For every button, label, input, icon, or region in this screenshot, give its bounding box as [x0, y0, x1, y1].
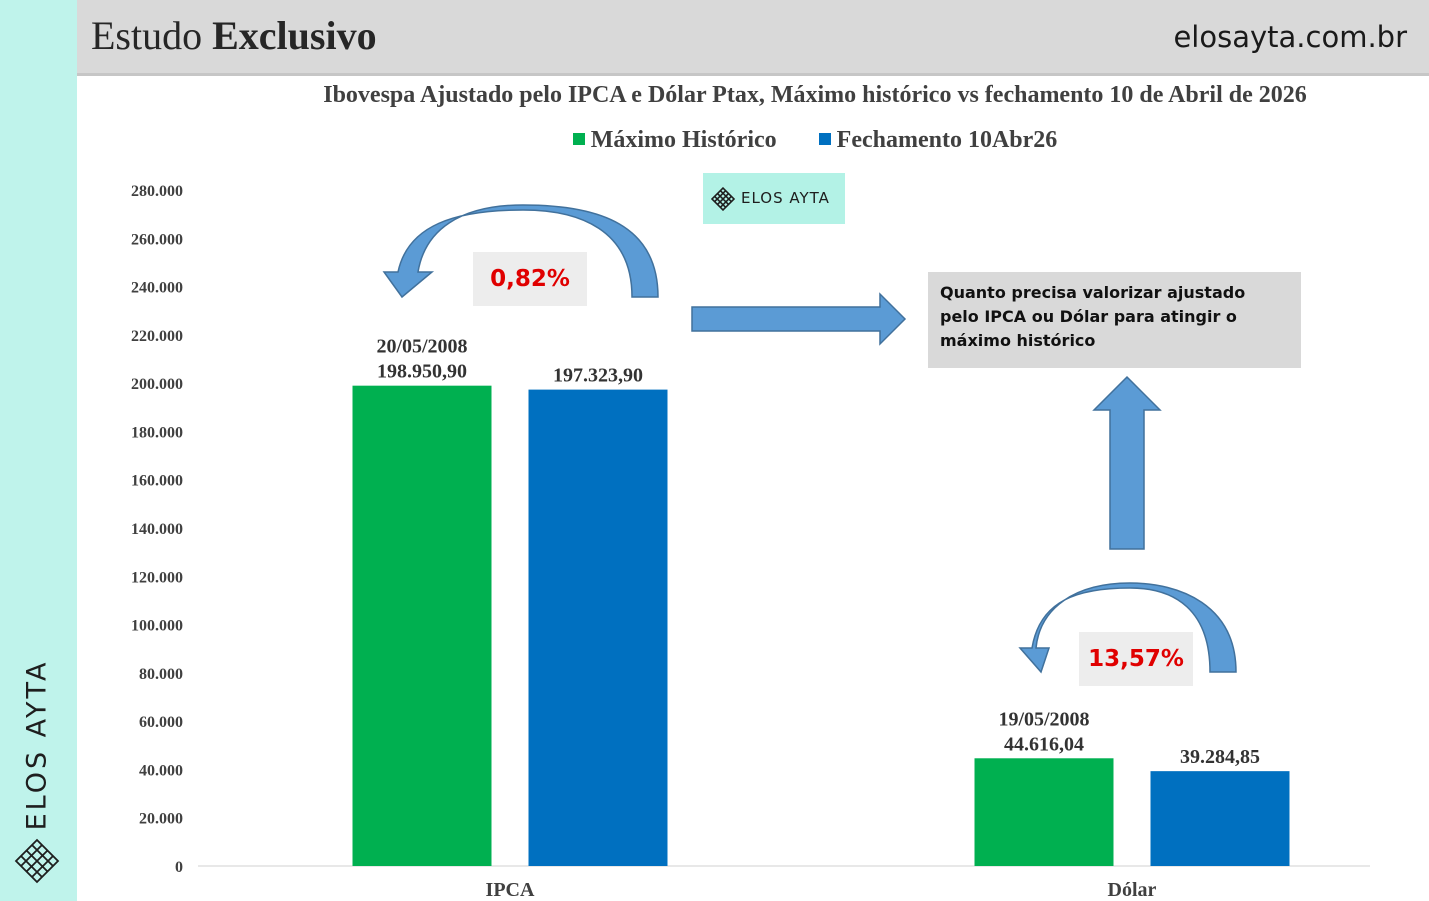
- watermark-badge: ELOS AYTA: [703, 173, 845, 224]
- curved-arrow-ipca-icon: [382, 204, 659, 299]
- y-tick-label: 80.000: [139, 666, 183, 683]
- watermark-logo-icon: [711, 187, 735, 211]
- header-title-regular: Estudo: [91, 13, 203, 58]
- up-arrow-icon: [1092, 375, 1162, 550]
- data-label: 198.950,90: [377, 361, 467, 383]
- header-title: Estudo Exclusivo: [91, 12, 377, 59]
- chart-legend: Máximo Histórico Fechamento 10Abr26: [200, 127, 1429, 154]
- legend-swatch-maximo: [572, 133, 585, 145]
- y-tick-label: 200.000: [131, 376, 183, 393]
- x-category-label: IPCA: [486, 879, 535, 901]
- y-tick-label: 140.000: [131, 521, 183, 538]
- bar-maximo: [974, 758, 1114, 866]
- note-box: Quanto precisa valorizar ajustado pelo I…: [928, 272, 1301, 368]
- bars-group: [352, 385, 1290, 866]
- header-bar: Estudo Exclusivo elosayta.com.br: [77, 0, 1429, 76]
- x-category-label: Dólar: [1108, 879, 1157, 901]
- data-label: 20/05/2008: [376, 336, 467, 358]
- legend-label-maximo: Máximo Histórico: [590, 127, 777, 153]
- curved-arrow-dolar-icon: [1018, 582, 1237, 674]
- header-title-bold: Exclusivo: [212, 13, 377, 58]
- side-strip: [0, 0, 77, 901]
- data-label: 19/05/2008: [998, 708, 1089, 730]
- bar-maximo: [352, 385, 492, 866]
- x-axis-labels: IPCA Dólar: [486, 879, 1157, 901]
- data-labels-group: 20/05/2008 198.950,90 197.323,90 19/05/2008…: [376, 336, 1260, 768]
- chart-title: Ibovespa Ajustado pelo IPCA e Dólar Ptax…: [323, 82, 1307, 108]
- pct-change-ipca: 0,82%: [473, 252, 587, 306]
- elos-ayta-logo-icon: [14, 838, 60, 884]
- y-tick-label: 160.000: [131, 473, 183, 490]
- y-tick-label: 280.000: [131, 183, 183, 200]
- bar-fechamento: [1150, 771, 1290, 866]
- legend-item-fechamento: Fechamento 10Abr26: [818, 127, 1058, 154]
- y-tick-label: 260.000: [131, 231, 183, 248]
- y-tick-label: 120.000: [131, 569, 183, 586]
- y-tick-label: 60.000: [139, 714, 183, 731]
- bar-fechamento: [528, 389, 668, 866]
- y-tick-label: 40.000: [139, 762, 183, 779]
- watermark-text: ELOS AYTA: [741, 189, 830, 207]
- y-tick-label: 20.000: [139, 811, 183, 828]
- legend-item-maximo: Máximo Histórico: [572, 127, 777, 154]
- data-label: 44.616,04: [1004, 733, 1084, 755]
- data-label: 39.284,85: [1180, 746, 1260, 768]
- y-axis: 0 20.000 40.000 60.000 80.000 100.000 120.000 1…: [131, 183, 183, 876]
- right-arrow-icon: [691, 292, 907, 346]
- y-tick-label: 240.000: [131, 280, 183, 297]
- data-label: 197.323,90: [553, 365, 643, 387]
- y-tick-label: 180.000: [131, 424, 183, 441]
- legend-label-fechamento: Fechamento 10Abr26: [836, 127, 1058, 153]
- legend-swatch-fechamento: [818, 133, 831, 145]
- pct-change-dolar: 13,57%: [1079, 632, 1193, 686]
- y-tick-label: 220.000: [131, 328, 183, 345]
- y-tick-label: 100.000: [131, 618, 183, 635]
- header-site-link[interactable]: elosayta.com.br: [1173, 20, 1407, 54]
- y-tick-label: 0: [175, 859, 183, 876]
